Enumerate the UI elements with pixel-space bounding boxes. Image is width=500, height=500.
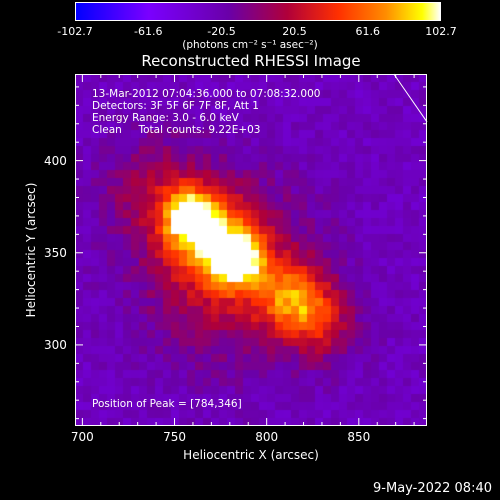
plot-frame <box>75 74 427 426</box>
chart-title: Reconstructed RHESSI Image <box>141 52 361 70</box>
colorbar-tick-label: -102.7 <box>57 25 93 38</box>
plot-area <box>75 74 427 426</box>
x-tick-label: 800 <box>255 430 279 444</box>
info-peak-position: Position of Peak = [784,346] <box>92 398 242 410</box>
colorbar-tick-label: 20.5 <box>282 25 307 38</box>
info-time-range: 13-Mar-2012 07:04:36.000 to 07:08:32.000 <box>92 88 321 100</box>
colorbar <box>75 2 441 21</box>
limb-line <box>393 73 428 123</box>
y-axis-label: Heliocentric Y (arcsec) <box>24 182 38 318</box>
colorbar-tick-label: -20.5 <box>207 25 236 38</box>
x-axis-label: Heliocentric X (arcsec) <box>183 448 319 462</box>
colorbar-units: (photons cm⁻² s⁻¹ asec⁻²) <box>182 39 318 51</box>
info-clean-counts: Clean Total counts: 9.22E+03 <box>92 124 261 136</box>
footer-date: 9-May-2022 08:40 <box>373 481 492 496</box>
x-tick-label: 850 <box>347 430 371 444</box>
x-tick-label: 700 <box>70 430 94 444</box>
colorbar-tick-label: 102.7 <box>425 25 457 38</box>
y-tick-label: 300 <box>44 337 67 352</box>
info-detectors: Detectors: 3F 5F 6F 7F 8F, Att 1 <box>92 100 259 112</box>
x-tick-label: 750 <box>163 430 186 444</box>
y-tick-label: 400 <box>44 153 67 168</box>
y-tick-label: 350 <box>44 245 67 260</box>
colorbar-tick-label: 61.6 <box>355 25 381 38</box>
heatmap-image <box>75 74 427 426</box>
colorbar-tick-label: -61.6 <box>134 25 163 38</box>
info-energy-range: Energy Range: 3.0 - 6.0 keV <box>92 112 239 124</box>
